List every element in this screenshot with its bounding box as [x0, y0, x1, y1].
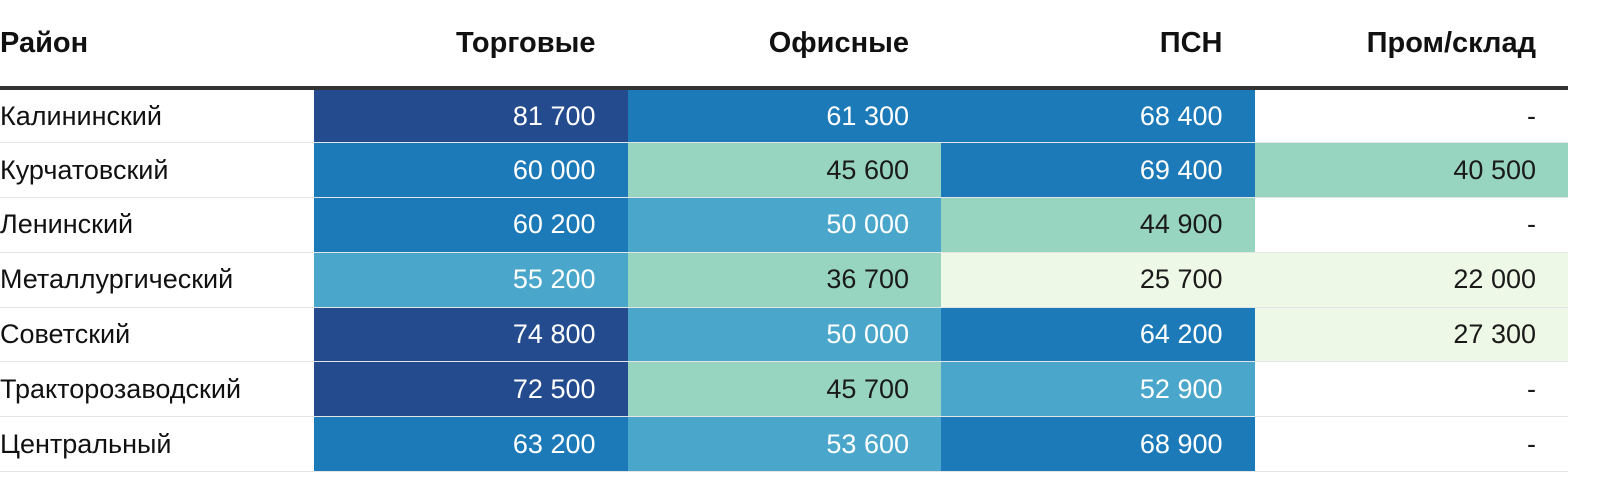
- column-header-retail: Торговые: [314, 0, 628, 90]
- cell-office: 50 000: [627, 307, 941, 363]
- cell-industrial-warehouse: -: [1254, 88, 1568, 144]
- district-name: Тракторозаводский: [0, 361, 314, 418]
- cell-psn: 64 200: [941, 307, 1255, 363]
- table-row: Советский 74 800 50 000 64 200 27 300: [0, 307, 1568, 363]
- table-row: Калининский 81 700 61 300 68 400-: [0, 88, 1568, 144]
- cell-retail: 55 200: [314, 252, 628, 308]
- cell-industrial-warehouse: 22 000: [1254, 252, 1568, 308]
- district-name: Ленинский: [0, 197, 314, 253]
- rent-price-table: Район Торговые Офисные ПСН Пром/склад Ка…: [0, 0, 1568, 473]
- cell-retail: 63 200: [314, 416, 628, 473]
- table-row: Металлургический 55 200 36 700 25 700 22 000: [0, 252, 1568, 308]
- table-row: Тракторозаводский 72 500 45 700 52 900-: [0, 361, 1568, 418]
- cell-psn: 69 400: [941, 142, 1255, 199]
- cell-office: 61 300: [627, 88, 941, 144]
- district-name: Центральный: [0, 416, 314, 473]
- cell-industrial-warehouse: -: [1254, 416, 1568, 473]
- cell-office: 50 000: [627, 197, 941, 253]
- cell-office: 53 600: [627, 416, 941, 473]
- cell-psn: 44 900: [941, 197, 1255, 253]
- district-name: Калининский: [0, 88, 314, 144]
- table-row: Центральный 63 200 53 600 68 900-: [0, 416, 1568, 473]
- cell-retail: 72 500: [314, 361, 628, 418]
- cell-industrial-warehouse: 40 500: [1254, 142, 1568, 199]
- cell-psn: 68 900: [941, 416, 1255, 473]
- cell-retail: 60 200: [314, 197, 628, 253]
- cell-industrial-warehouse: -: [1254, 361, 1568, 418]
- header-row: Район Торговые Офисные ПСН Пром/склад: [0, 0, 1568, 90]
- cell-industrial-warehouse: 27 300: [1254, 307, 1568, 363]
- column-header-industrial-warehouse: Пром/склад: [1254, 0, 1568, 90]
- column-header-psn: ПСН: [941, 0, 1255, 90]
- column-header-office: Офисные: [627, 0, 941, 90]
- cell-psn: 52 900: [941, 361, 1255, 418]
- column-header-district: Район: [0, 0, 314, 90]
- cell-retail: 60 000: [314, 142, 628, 199]
- table-row: Ленинский 60 200 50 000 44 900-: [0, 197, 1568, 253]
- cell-office: 45 700: [627, 361, 941, 418]
- table-row: Курчатовский 60 000 45 600 69 400 40 500: [0, 142, 1568, 199]
- cell-psn: 68 400: [941, 88, 1255, 144]
- cell-industrial-warehouse: -: [1254, 197, 1568, 253]
- cell-office: 36 700: [627, 252, 941, 308]
- district-name: Металлургический: [0, 252, 314, 308]
- district-name: Курчатовский: [0, 142, 314, 199]
- cell-retail: 81 700: [314, 88, 628, 144]
- cell-retail: 74 800: [314, 307, 628, 363]
- district-name: Советский: [0, 307, 314, 363]
- cell-office: 45 600: [627, 142, 941, 199]
- cell-psn: 25 700: [941, 252, 1255, 308]
